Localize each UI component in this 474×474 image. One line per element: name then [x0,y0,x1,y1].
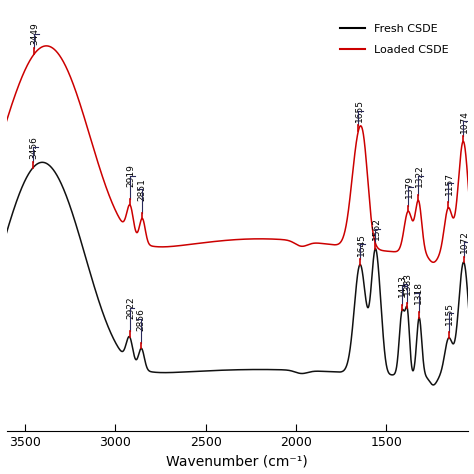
Text: 1155: 1155 [445,302,454,325]
Text: 1157: 1157 [445,172,454,195]
Text: 1072: 1072 [459,230,468,254]
Text: 2851: 2851 [137,178,146,201]
Text: 1074: 1074 [460,109,469,133]
Text: 1322: 1322 [415,164,424,187]
Text: 1383: 1383 [402,272,411,295]
Text: 2919: 2919 [127,164,136,187]
Text: 1413: 1413 [398,274,407,297]
Text: 1655: 1655 [355,100,364,122]
Text: 3449: 3449 [31,22,40,45]
Text: 1318: 1318 [414,282,423,304]
Text: 3456: 3456 [29,136,38,159]
X-axis label: Wavenumber (cm⁻¹): Wavenumber (cm⁻¹) [166,455,308,468]
Legend: Fresh CSDE, Loaded CSDE: Fresh CSDE, Loaded CSDE [336,19,453,60]
Text: 1562: 1562 [372,218,381,240]
Text: 2922: 2922 [126,296,135,319]
Text: 2856: 2856 [136,308,145,331]
Text: 1379: 1379 [405,175,414,198]
Text: 1645: 1645 [356,233,365,256]
